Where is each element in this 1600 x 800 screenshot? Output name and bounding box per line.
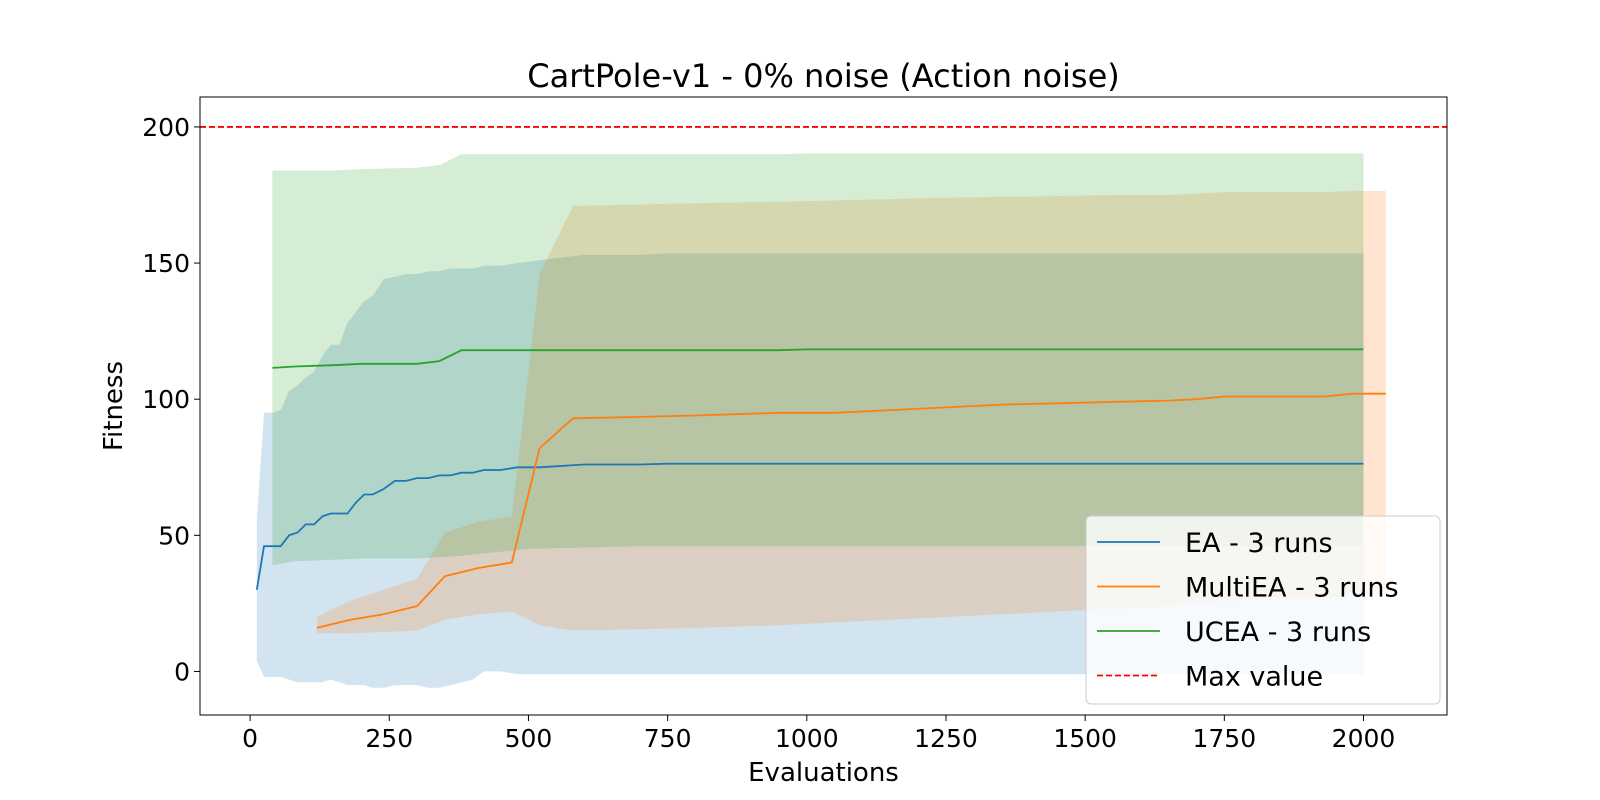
legend: EA - 3 runs MultiEA - 3 runs UCEA - 3 runs… <box>1085 515 1441 705</box>
y-axis: 0 50 100 150 200 <box>142 113 200 686</box>
x-tick-label: 750 <box>644 724 692 753</box>
y-tick-label: 50 <box>158 521 190 550</box>
y-tick-label: 100 <box>142 385 190 414</box>
legend-label: MultiEA - 3 runs <box>1185 573 1399 604</box>
y-tick-label: 200 <box>142 113 190 142</box>
legend-label: EA - 3 runs <box>1185 528 1333 559</box>
x-tick-label: 1750 <box>1193 724 1257 753</box>
band-series-2 <box>272 153 1364 566</box>
y-tick-label: 150 <box>142 249 190 278</box>
x-axis-label: Evaluations <box>748 758 899 788</box>
line-series-0 <box>255 462 1364 590</box>
x-tick-label: 1500 <box>1053 724 1117 753</box>
y-tick-label: 0 <box>174 657 190 686</box>
legend-box <box>1085 515 1441 705</box>
legend-label: UCEA - 3 runs <box>1185 617 1371 648</box>
x-tick-label: 1250 <box>914 724 978 753</box>
x-tick-label: 2000 <box>1332 724 1396 753</box>
x-tick-label: 1000 <box>775 724 839 753</box>
line-series-2 <box>272 348 1364 369</box>
legend-label: Max value <box>1185 662 1323 693</box>
x-axis: 0 250 500 750 1000 1250 1500 1750 2000 <box>242 715 1395 753</box>
y-axis-label: Fitness <box>99 361 129 451</box>
chart-title: CartPole-v1 - 0% noise (Action noise) <box>527 57 1120 95</box>
x-tick-label: 250 <box>365 724 413 753</box>
plot-frame <box>199 96 1448 716</box>
series-lines <box>255 348 1386 629</box>
x-tick-label: 0 <box>242 724 258 753</box>
x-tick-label: 500 <box>505 724 553 753</box>
line-series-1 <box>316 392 1386 629</box>
